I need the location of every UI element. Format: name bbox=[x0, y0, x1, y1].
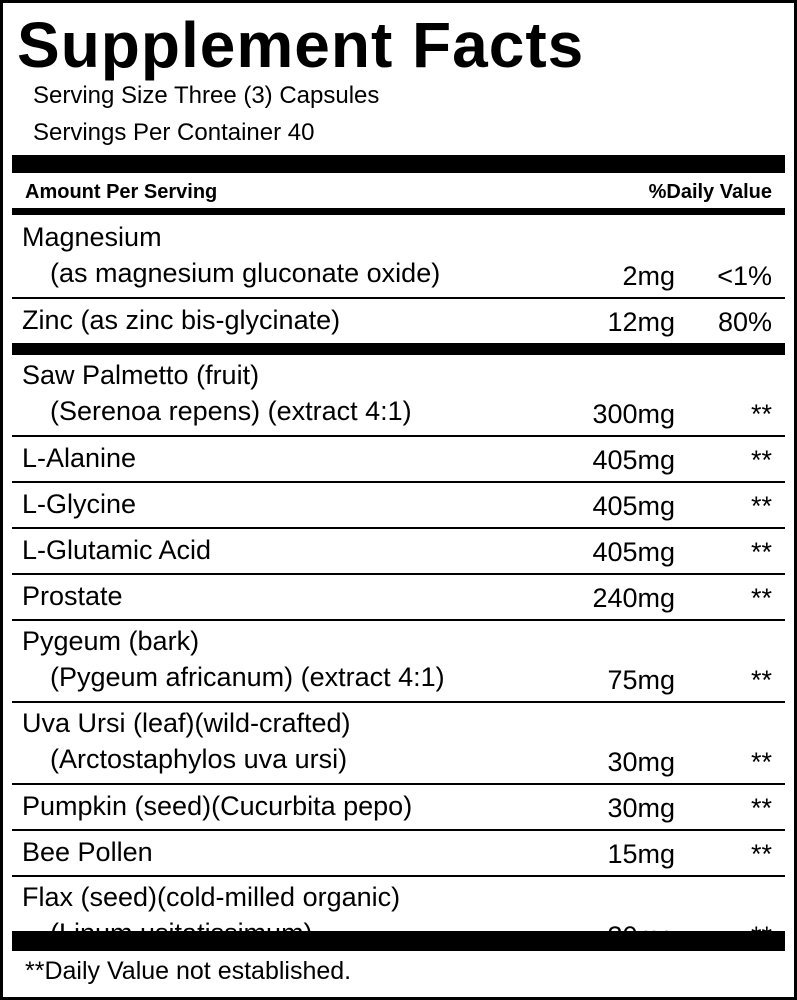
nutrient-name: L-Alanine bbox=[22, 443, 137, 473]
nutrient-name: Pumpkin (seed)(Cucurbita pepo) bbox=[22, 791, 413, 821]
nutrient-name: Magnesium bbox=[22, 222, 162, 252]
serving-size: Serving Size Three (3) Capsules bbox=[33, 82, 380, 109]
nutrient-name: Prostate bbox=[22, 581, 123, 611]
daily-value: <1% bbox=[717, 261, 772, 291]
servings-per-container: Servings Per Container 40 bbox=[33, 119, 315, 146]
thick-rule bbox=[12, 155, 785, 173]
nutrient-row: Bee Pollen 15mg ** bbox=[12, 831, 785, 877]
daily-value-header: %Daily Value bbox=[648, 181, 772, 203]
amount-header: Amount Per Serving bbox=[25, 181, 218, 203]
amount: 12mg bbox=[607, 307, 675, 337]
nutrient-row: Magnesium (as magnesium gluconate oxide) 2… bbox=[12, 217, 785, 299]
nutrient-detail: (as magnesium gluconate oxide) bbox=[50, 258, 441, 288]
nutrient-row: Prostate 240mg ** bbox=[12, 575, 785, 621]
daily-value: ** bbox=[750, 665, 772, 695]
daily-value: 80% bbox=[717, 307, 772, 337]
amount: 15mg bbox=[607, 839, 675, 869]
nutrient-name: Zinc (as zinc bis-glycinate) bbox=[22, 305, 341, 335]
section: Magnesium (as magnesium gluconate oxide) 2… bbox=[12, 217, 785, 343]
amount: 75mg bbox=[607, 665, 675, 695]
nutrient-row: Zinc (as zinc bis-glycinate) 12mg 80% bbox=[12, 299, 785, 343]
nutrient-row: L-Alanine 405mg ** bbox=[12, 437, 785, 483]
nutrient-table: Magnesium (as magnesium gluconate oxide) 2… bbox=[12, 217, 785, 957]
daily-value: ** bbox=[750, 537, 772, 567]
section: Saw Palmetto (fruit) (Serenoa repens) (ex… bbox=[12, 343, 785, 957]
nutrient-detail: (Arctostaphylos uva ursi) bbox=[50, 744, 348, 774]
amount: 405mg bbox=[592, 491, 675, 521]
footnote: **Daily Value not established. bbox=[25, 957, 352, 985]
daily-value: ** bbox=[750, 793, 772, 823]
nutrient-name: Bee Pollen bbox=[22, 837, 153, 867]
amount: 2mg bbox=[622, 261, 675, 291]
amount: 405mg bbox=[592, 445, 675, 475]
amount: 405mg bbox=[592, 537, 675, 567]
daily-value: ** bbox=[750, 491, 772, 521]
amount: 240mg bbox=[592, 583, 675, 613]
amount: 300mg bbox=[592, 399, 675, 429]
nutrient-name: Pygeum (bark) bbox=[22, 626, 200, 656]
nutrient-name: L-Glutamic Acid bbox=[22, 535, 212, 565]
nutrient-row: Pygeum (bark) (Pygeum africanum) (extract… bbox=[12, 621, 785, 703]
nutrient-detail: (Pygeum africanum) (extract 4:1) bbox=[50, 662, 445, 692]
title: Supplement Facts bbox=[17, 9, 585, 81]
amount: 30mg bbox=[607, 793, 675, 823]
daily-value: ** bbox=[750, 399, 772, 429]
daily-value: ** bbox=[750, 747, 772, 777]
nutrient-detail: (Serenoa repens) (extract 4:1) bbox=[50, 396, 412, 426]
amount: 30mg bbox=[607, 747, 675, 777]
nutrient-name: Saw Palmetto (fruit) bbox=[22, 360, 260, 390]
daily-value: ** bbox=[750, 839, 772, 869]
nutrient-row: L-Glycine 405mg ** bbox=[12, 483, 785, 529]
nutrient-name: L-Glycine bbox=[22, 489, 137, 519]
nutrient-name: Uva Ursi (leaf)(wild-crafted) bbox=[22, 708, 351, 738]
nutrient-row: Pumpkin (seed)(Cucurbita pepo) 30mg ** bbox=[12, 785, 785, 831]
thick-rule bbox=[12, 931, 785, 951]
daily-value: ** bbox=[750, 445, 772, 475]
daily-value: ** bbox=[750, 583, 772, 613]
nutrient-row: Uva Ursi (leaf)(wild-crafted) (Arctostaph… bbox=[12, 703, 785, 785]
nutrient-row: Saw Palmetto (fruit) (Serenoa repens) (ex… bbox=[12, 355, 785, 437]
nutrient-name: Flax (seed)(cold-milled organic) bbox=[22, 882, 401, 912]
thick-rule bbox=[12, 208, 785, 215]
nutrient-row: L-Glutamic Acid 405mg ** bbox=[12, 529, 785, 575]
